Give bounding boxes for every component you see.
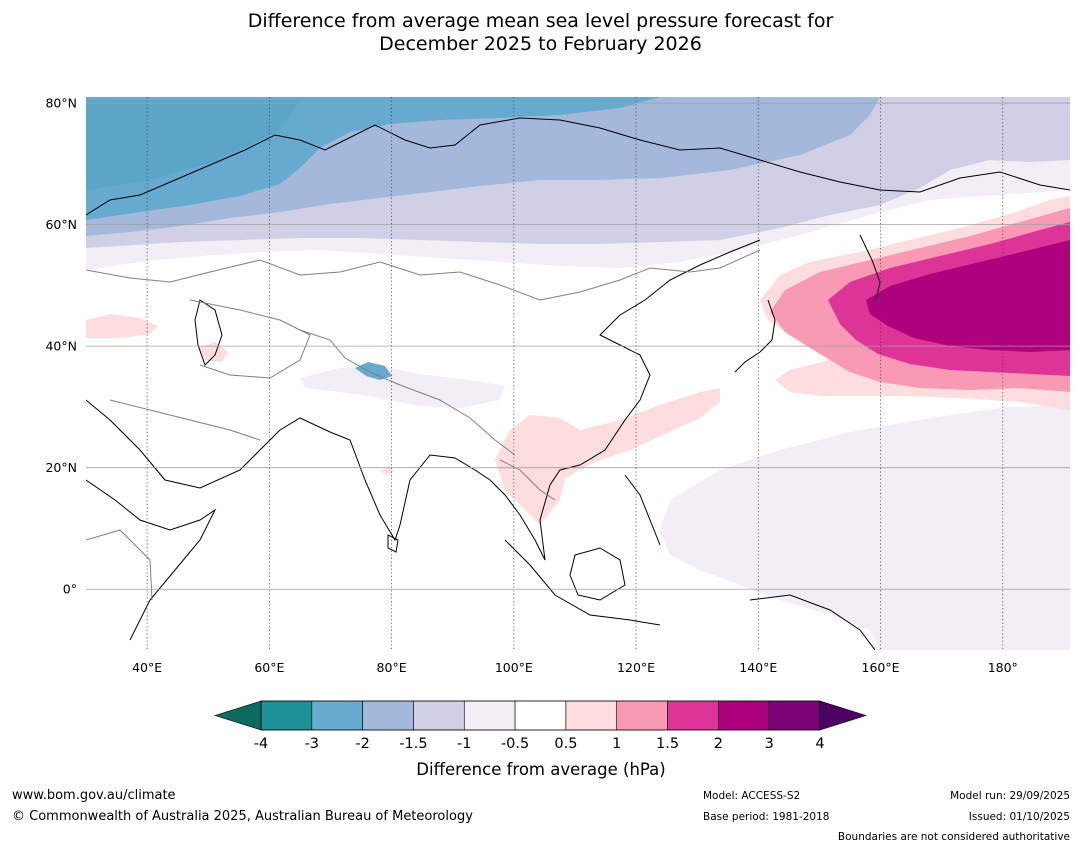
colorbar-under-arrow xyxy=(214,700,262,731)
longitude-tick-label: 80°E xyxy=(377,660,407,675)
colorbar-tick-label: 3 xyxy=(765,736,774,752)
coastline-sri-lanka xyxy=(387,534,399,553)
boundary-russia-south xyxy=(86,249,761,301)
colorbar-tick-label: -1 xyxy=(457,736,471,752)
model-run-text: Model run: 29/09/2025 xyxy=(950,790,1070,802)
coastline-caspian-sea xyxy=(194,299,223,366)
colorbar-bin xyxy=(362,700,414,731)
longitude-tick-label: 100°E xyxy=(495,660,533,675)
colorbar-title: Difference from average (hPa) xyxy=(416,760,665,779)
pressure-anomaly-fields xyxy=(86,97,1070,650)
coastline-philippines xyxy=(624,474,661,546)
colorbar-tick-label: 0.5 xyxy=(554,736,577,752)
latitude-tick-labels: 80°N 60°N 40°N 20°N 0° xyxy=(45,96,77,597)
latitude-tick-label: 60°N xyxy=(45,217,77,232)
longitude-gridlines xyxy=(146,97,1004,650)
longitude-tick-label: 160°E xyxy=(862,660,900,675)
latitude-tick-label: 80°N xyxy=(45,96,77,111)
field-0-5-to-1-caspian xyxy=(198,342,228,362)
colorbar-bin xyxy=(260,700,313,731)
website-link[interactable]: www.bom.gov.au/climate xyxy=(12,788,176,803)
colorbar-bin xyxy=(413,700,465,731)
disclaimer-text: Boundaries are not considered authoritat… xyxy=(837,831,1070,843)
title-line-2: December 2025 to February 2026 xyxy=(379,33,702,55)
title-line-1: Difference from average mean sea level p… xyxy=(247,10,834,32)
latitude-tick-label: 20°N xyxy=(45,460,77,475)
base-period-text: Base period: 1981-2018 xyxy=(703,811,830,823)
issued-text: Issued: 01/10/2025 xyxy=(968,811,1070,823)
colorbar-tick-label: -0.5 xyxy=(501,736,529,752)
latitude-tick-label: 0° xyxy=(63,582,77,597)
colorbar-bin xyxy=(768,700,821,731)
model-text: Model: ACCESS-S2 xyxy=(703,790,801,802)
colorbar-bin xyxy=(565,700,618,731)
graticule xyxy=(86,97,1070,650)
field-2-to-3-north-pacific xyxy=(866,240,1070,352)
boundary-africa xyxy=(86,529,153,601)
colorbar-tick-label: -1.5 xyxy=(399,736,427,752)
colorbar-over-arrow xyxy=(819,700,867,731)
longitude-tick-labels: 40°E 60°E 80°E 100°E 120°E 140°E 160°E 180° xyxy=(132,660,1018,675)
boundary-middle-east xyxy=(109,399,261,441)
longitude-tick-label: 140°E xyxy=(739,660,777,675)
colorbar: -4 -3 -2 -1.5 -1 -0.5 0.5 1 1.5 2 3 4 Difference fr… xyxy=(214,700,867,779)
coastline-arabia-india-southeast-asia xyxy=(86,239,761,561)
field-0-5-to-1-india-spot xyxy=(380,468,394,475)
map-title: Difference from average mean sea level p… xyxy=(0,10,1081,56)
coastlines xyxy=(86,117,1070,650)
colorbar-tick-label: 1.5 xyxy=(656,736,679,752)
colorbar-bin xyxy=(514,700,567,731)
latitude-gridlines xyxy=(86,102,1070,590)
coastline-kamchatka xyxy=(859,234,881,301)
colorbar-tick-label: -3 xyxy=(305,736,319,752)
coastline-arctic-eurasia xyxy=(86,117,1070,216)
longitude-tick-label: 40°E xyxy=(132,660,162,675)
coastline-africa-east xyxy=(86,479,217,641)
field-minus-3-to-minus-4-north xyxy=(86,100,300,190)
field-minus-2-to-minus-3-north xyxy=(86,97,660,220)
field-minus-0-5-to-minus-1-tibet xyxy=(300,366,505,408)
colorbar-frame xyxy=(260,700,821,731)
colorbar-tick-label: -2 xyxy=(355,736,369,752)
colorbar-tick-label: 4 xyxy=(815,736,824,752)
field-minus-0-5-to-minus-1-pacific xyxy=(660,404,1070,650)
national-boundaries xyxy=(86,249,761,601)
latitude-tick-label: 40°N xyxy=(45,339,77,354)
colorbar-tick-labels: -4 -3 -2 -1.5 -1 -0.5 0.5 1 1.5 2 3 4 xyxy=(254,736,825,752)
copyright-text: © Commonwealth of Australia 2025, Austra… xyxy=(12,809,473,824)
colorbar-bin xyxy=(311,700,363,731)
colorbar-bin xyxy=(667,700,719,731)
longitude-tick-label: 180° xyxy=(988,660,1018,675)
field-0-5-to-1-black-sea xyxy=(86,314,158,338)
boundary-indochina xyxy=(499,459,556,501)
coastline-sumatra-java xyxy=(504,539,661,626)
colorbar-bin xyxy=(718,700,770,731)
field-0-5-to-1-southeast-asia xyxy=(495,388,720,525)
colorbar-tick-label: 2 xyxy=(714,736,723,752)
coastline-new-guinea xyxy=(749,594,876,650)
colorbar-bin xyxy=(463,700,516,731)
colorbar-bin xyxy=(616,700,668,731)
coastline-borneo xyxy=(569,547,626,601)
colorbar-bins xyxy=(260,700,821,731)
longitude-tick-label: 60°E xyxy=(254,660,284,675)
colorbar-tick-label: -4 xyxy=(254,736,268,752)
longitude-tick-label: 120°E xyxy=(617,660,655,675)
colorbar-tick-label: 1 xyxy=(612,736,621,752)
boundary-central-asia xyxy=(189,299,311,379)
field-minus-1-5-to-minus-3-karakoram xyxy=(355,362,392,380)
map-plot-area xyxy=(86,97,1070,650)
